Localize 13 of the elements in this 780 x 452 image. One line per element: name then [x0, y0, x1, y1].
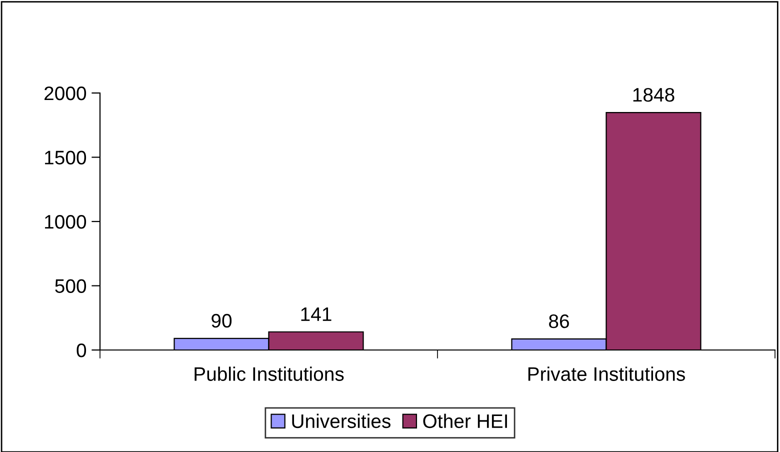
legend-label: Universities	[292, 414, 390, 428]
data-label: 86	[549, 314, 569, 328]
x-tick-label: Private Institutions	[528, 366, 685, 381]
y-tick-label: 1500	[45, 150, 86, 164]
y-tick-label: 2000	[44, 86, 86, 100]
x-tick-label: Public Institutions	[194, 366, 344, 381]
data-label: 90	[212, 314, 232, 328]
y-tick-label: 1000	[45, 214, 86, 229]
y-tick-label: 0	[76, 343, 86, 358]
legend-label: Other HEI	[423, 414, 507, 428]
data-label: 141	[301, 308, 332, 321]
data-label: 1848	[633, 88, 674, 102]
y-tick-label: 500	[55, 279, 86, 293]
